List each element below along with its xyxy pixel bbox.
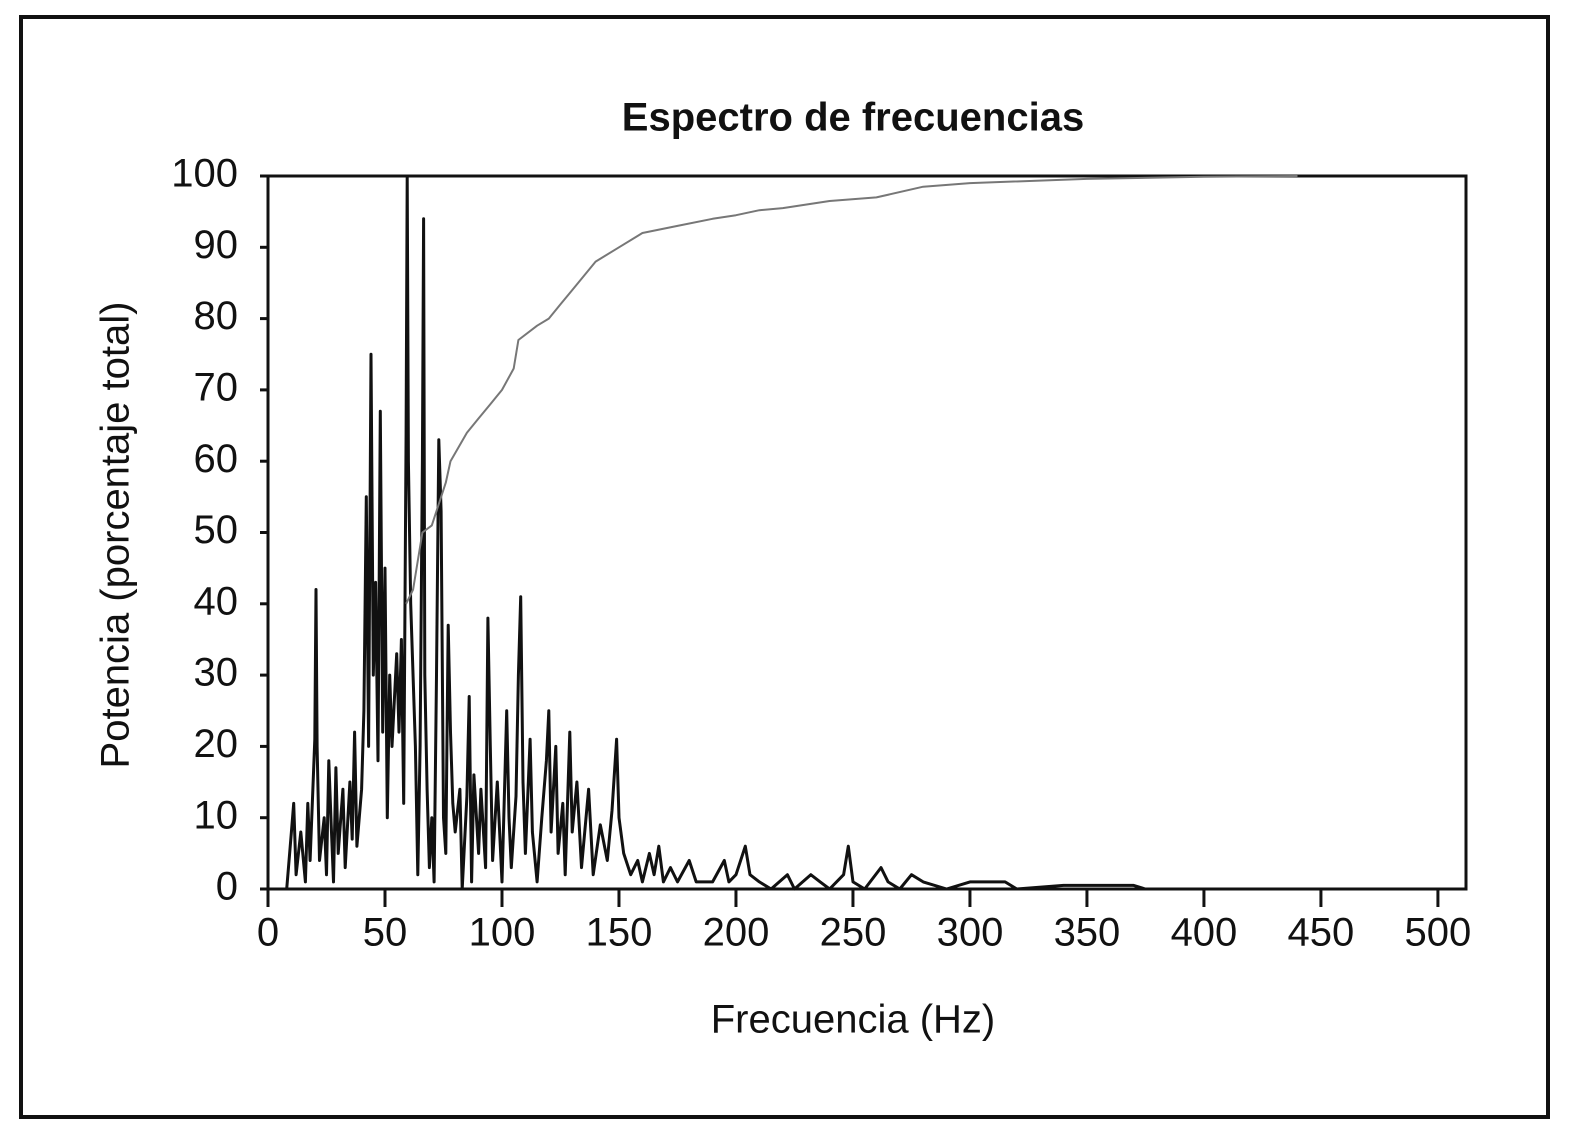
series-line	[268, 174, 1146, 891]
y-tick-label: 70	[194, 365, 239, 409]
y-tick-label: 100	[171, 152, 238, 196]
y-tick-label: 10	[194, 793, 239, 837]
x-tick-label: 200	[703, 911, 770, 955]
y-tick-label: 30	[194, 651, 239, 695]
y-tick-label: 0	[216, 865, 238, 909]
x-tick-label: 250	[820, 911, 887, 955]
x-tick-label: 0	[257, 911, 279, 955]
y-tick-label: 90	[194, 223, 239, 267]
x-tick-label: 450	[1288, 911, 1355, 955]
x-tick-label: 50	[363, 911, 408, 955]
y-tick-label: 20	[194, 722, 239, 766]
frame	[19, 15, 1550, 1119]
x-tick-label: 150	[586, 911, 653, 955]
x-tick-label: 350	[1054, 911, 1121, 955]
x-tick-label: 400	[1171, 911, 1238, 955]
y-tick-label: 40	[194, 579, 239, 623]
y-tick-label: 60	[194, 437, 239, 481]
x-tick-label: 500	[1405, 911, 1472, 955]
chart-title: Espectro de frecuencias	[622, 96, 1084, 140]
x-axis-label: Frecuencia (Hz)	[711, 998, 996, 1042]
y-tick-label: 50	[194, 508, 239, 552]
y-tick-label: 80	[194, 294, 239, 338]
series-line	[405, 175, 1298, 605]
x-tick-label: 300	[937, 911, 1004, 955]
x-tick-label: 100	[469, 911, 536, 955]
y-axis-label: Potencia (porcentaje total)	[94, 302, 138, 769]
